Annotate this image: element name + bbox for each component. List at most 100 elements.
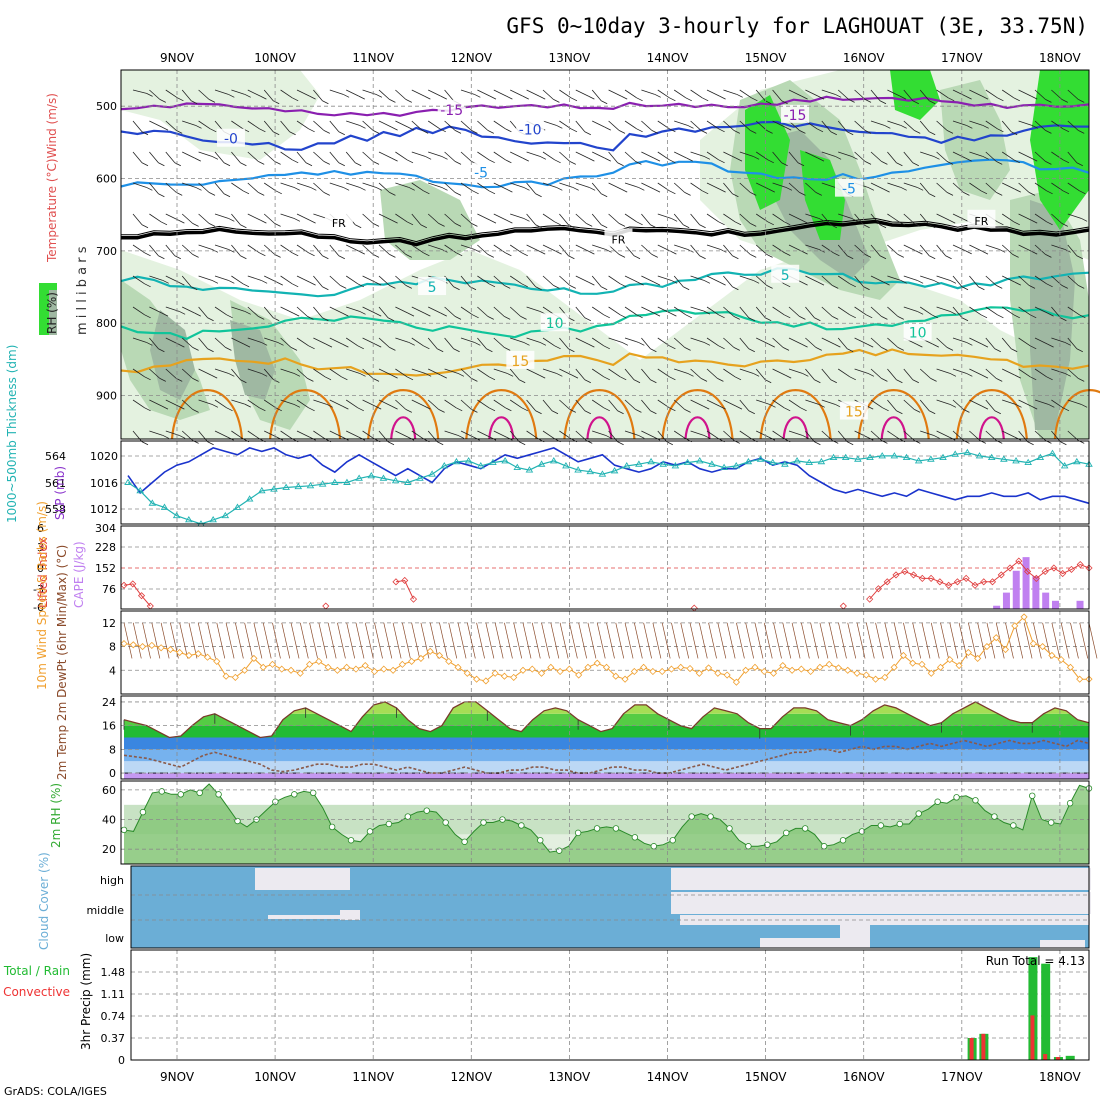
wind-barb-shaft	[280, 89, 293, 99]
wind-barb-shaft	[362, 306, 376, 314]
wind-barb-flag	[569, 409, 576, 413]
wind-barb-flag	[653, 281, 661, 286]
wind-barb-shaft	[313, 151, 325, 162]
wind-barb-flag	[273, 100, 280, 105]
wind-barb-shaft	[526, 275, 536, 287]
wind-barb-shaft	[542, 430, 555, 440]
wind-barb-shaft	[756, 337, 769, 345]
wind10m-barb	[244, 622, 253, 659]
wind-barb-flag	[357, 345, 364, 350]
wind-barb-shaft	[624, 430, 639, 436]
wind-barb-shaft	[706, 337, 719, 347]
wind-barb-flag	[338, 255, 345, 260]
wind-barb-shaft	[542, 213, 555, 223]
wind-barb-flag	[781, 100, 788, 105]
rh-shade-area	[380, 180, 480, 260]
wind-barb-flag	[834, 93, 842, 98]
wind-barb-shaft	[362, 368, 374, 379]
wind-barb-shaft	[1051, 306, 1061, 318]
wind-barb-shaft	[329, 151, 340, 163]
thickness-point	[854, 455, 862, 462]
wind-barb-shaft	[575, 368, 586, 380]
wind-barb-shaft	[805, 213, 819, 219]
wind-barb-shaft	[657, 275, 672, 281]
wind-barb-flag	[752, 279, 760, 284]
thickness-point	[270, 485, 278, 492]
top-date-label: 9NOV	[160, 51, 195, 65]
wind-barb-flag	[192, 409, 199, 413]
thickness-point	[963, 448, 972, 456]
tick-label: 12	[102, 617, 116, 630]
wind-barb-shaft	[690, 306, 705, 312]
wind10m-barb	[466, 622, 476, 659]
wind-barb-shaft	[821, 213, 832, 225]
wind10m-barb	[828, 622, 838, 659]
wind-barb-flag	[226, 407, 233, 412]
temperature-band	[124, 725, 1089, 738]
wind-barb-shaft	[542, 368, 557, 374]
wind-barb-shaft	[132, 182, 147, 188]
wind-barb-flag	[293, 217, 301, 222]
wind-barb-shaft	[657, 213, 672, 219]
rh2m-point	[347, 837, 355, 844]
wind-barb-flag	[978, 286, 985, 291]
wind-barb-flag	[879, 255, 887, 260]
wind-barb-shaft	[477, 337, 487, 349]
wind-barb-flag	[802, 372, 809, 377]
wind10m-point	[834, 664, 843, 672]
temperature-wind-label: Temperature (°C)Wind (m/s)	[45, 93, 59, 263]
thickness-point	[975, 452, 984, 459]
wind10m-barb	[893, 622, 903, 659]
bottom-date-label: 13NOV	[549, 1070, 591, 1084]
wind-barb-shaft	[673, 306, 687, 316]
wind-barb-flag	[847, 348, 854, 353]
wind-barb-flag	[863, 286, 870, 291]
wind10m-point	[445, 657, 453, 665]
wind-barb-flag	[358, 250, 365, 255]
cloud-gap	[340, 910, 360, 920]
wind-barb-shaft	[346, 182, 360, 188]
bottom-date-label: 12NOV	[450, 1070, 492, 1084]
wind-barb-flag	[914, 223, 921, 227]
thickness-point	[282, 483, 290, 490]
wind10m-point	[1066, 663, 1075, 671]
wind-barb-flag	[703, 279, 711, 284]
wind10m-barb	[717, 622, 727, 659]
wind-barb-flag	[260, 279, 268, 284]
wind-barb-shaft	[624, 182, 639, 188]
wind-barb-flag	[1031, 405, 1038, 410]
wind-barb-flag	[1078, 99, 1085, 103]
wind10m-barb	[995, 622, 1005, 659]
tick-label: 1012	[90, 503, 118, 516]
wind-barb-shaft	[182, 120, 196, 126]
wind-barb-flag	[487, 316, 494, 320]
wind10m-point	[380, 665, 388, 673]
wind-barb-flag	[259, 128, 266, 133]
wind10m-barb	[309, 622, 318, 659]
wind-barb-flag	[474, 248, 481, 253]
wind-barb-flag	[867, 372, 875, 377]
wind-barb-shaft	[313, 306, 323, 318]
wind-barb-shaft	[395, 89, 407, 100]
wind10m-barb	[299, 622, 309, 659]
wind-barb-flag	[899, 95, 907, 100]
wind-barb-flag	[719, 188, 726, 193]
cloud-gap	[290, 868, 350, 886]
cape-bar	[993, 605, 1001, 609]
wind-barb-flag	[994, 410, 1001, 415]
wind-barb-shaft	[329, 430, 343, 438]
wind-barb-shaft	[346, 120, 360, 126]
wind-barb-flag	[506, 95, 513, 100]
wind-barb-flag	[568, 255, 575, 260]
thickness-point	[148, 499, 157, 506]
thickness-point	[1024, 458, 1032, 466]
wind-barb-shaft	[149, 430, 163, 436]
wind-barb-shaft	[887, 306, 899, 317]
wind-barb-shaft	[723, 213, 736, 223]
rh2m-point	[461, 838, 468, 845]
wind-barb-flag	[141, 131, 149, 136]
wind-barb-shaft	[428, 244, 442, 250]
cloud-gap	[671, 892, 1091, 914]
